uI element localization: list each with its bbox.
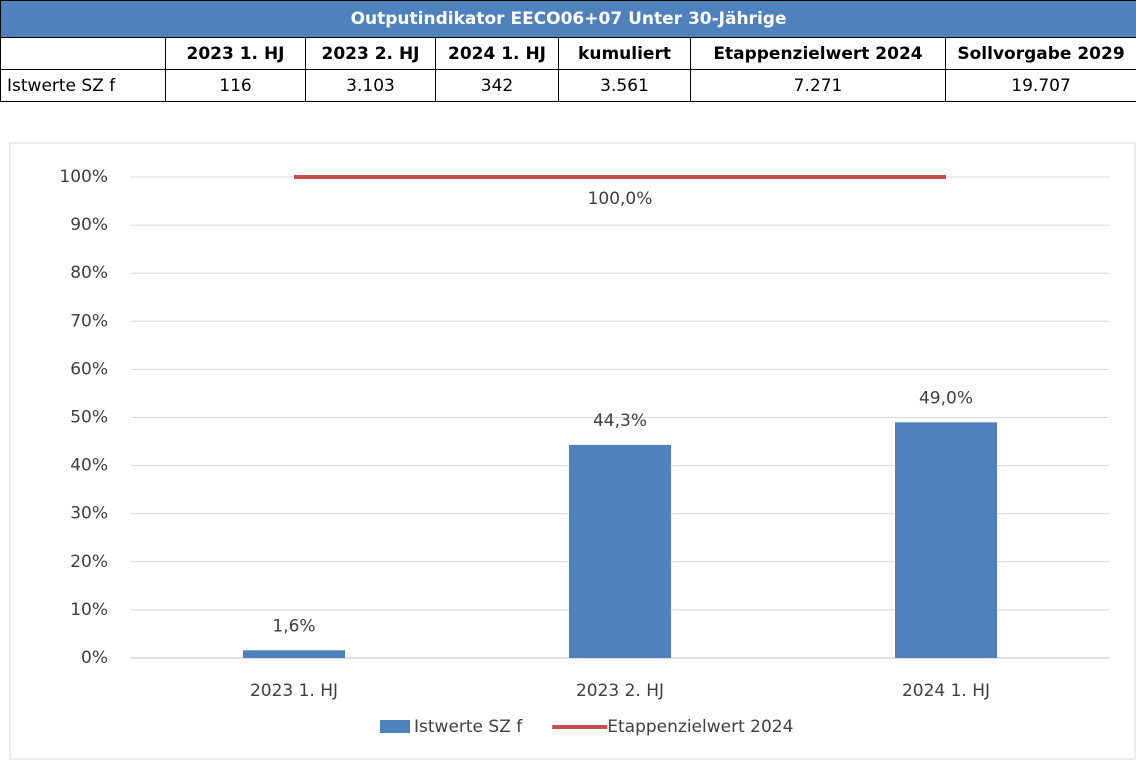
cell: 3.561 [558,69,691,102]
bar [569,444,671,658]
bar [243,650,345,658]
header-row: 2023 1. HJ 2023 2. HJ 2024 1. HJ kumuliert E… [0,37,1136,70]
y-tick-label: 90% [70,215,108,235]
x-tick-label: 2023 2. HJ [576,681,664,701]
y-tick-label: 70% [70,311,108,331]
x-tick-label: 2023 1. HJ [250,681,338,701]
legend-label: Istwerte SZ f [414,717,523,737]
data-table: Outputindikator EECO06+07 Unter 30-Jähri… [0,0,1136,102]
title-row: Outputindikator EECO06+07 Unter 30-Jähri… [0,0,1136,38]
data-label: 44,3% [593,411,647,431]
y-tick-label: 80% [70,263,108,283]
y-tick-label: 30% [70,504,108,524]
header-cell: Sollvorgabe 2029 [944,37,1136,70]
x-tick-label: 2024 1. HJ [902,681,990,701]
y-tick-label: 60% [70,359,108,379]
y-tick-label: 0% [81,648,108,668]
cell: 342 [435,69,559,102]
y-tick-label: 20% [70,552,108,572]
y-tick-label: 40% [70,456,108,476]
y-tick-label: 50% [70,408,108,428]
cell: Istwerte SZ f [0,69,166,102]
legend-swatch [380,720,410,733]
data-row: Istwerte SZ f 116 3.103 342 3.561 7.271 19.707 [0,69,1136,102]
header-cell: kumuliert [558,37,691,70]
y-tick-label: 100% [59,167,108,187]
cell: 7.271 [690,69,946,102]
y-tick-label: 10% [70,600,108,620]
data-label: 49,0% [919,388,973,408]
data-label: 100,0% [588,189,653,209]
table-title: Outputindikator EECO06+07 Unter 30-Jähri… [0,0,1136,38]
legend-label: Etappenzielwert 2024 [607,717,793,737]
table-body: Outputindikator EECO06+07 Unter 30-Jähri… [0,0,1136,102]
cell: 19.707 [944,69,1136,102]
bar [895,422,997,658]
cell: 116 [165,69,306,102]
data-label: 1,6% [272,616,315,636]
cell: 3.103 [305,69,436,102]
chart-frame [9,142,1136,760]
